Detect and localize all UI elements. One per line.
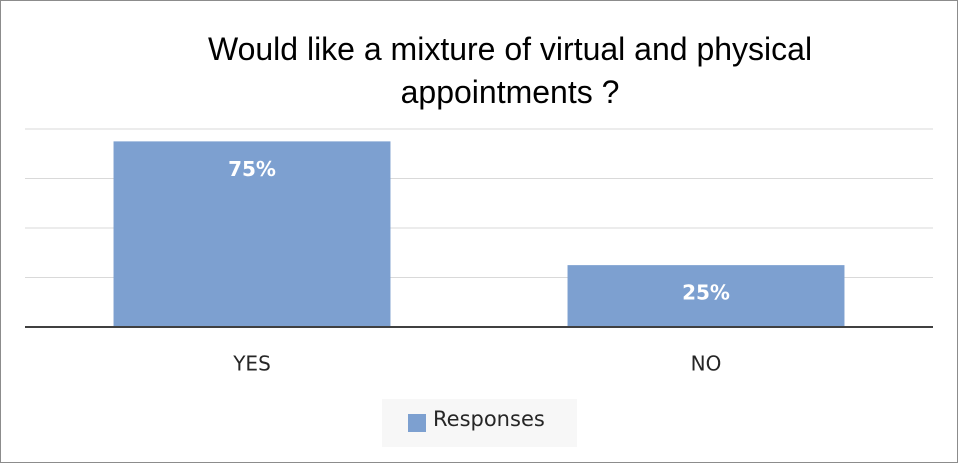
bar <box>113 141 391 327</box>
legend-swatch <box>408 414 426 432</box>
x-tick-label: YES <box>232 352 271 376</box>
chart-title: Would like a mixture of virtual and phys… <box>207 31 813 110</box>
value-label: 75% <box>228 157 276 181</box>
value-label: 25% <box>682 281 730 305</box>
bar <box>567 265 845 327</box>
x-tick-label: NO <box>691 352 722 376</box>
legend-label: Responses <box>433 407 545 431</box>
